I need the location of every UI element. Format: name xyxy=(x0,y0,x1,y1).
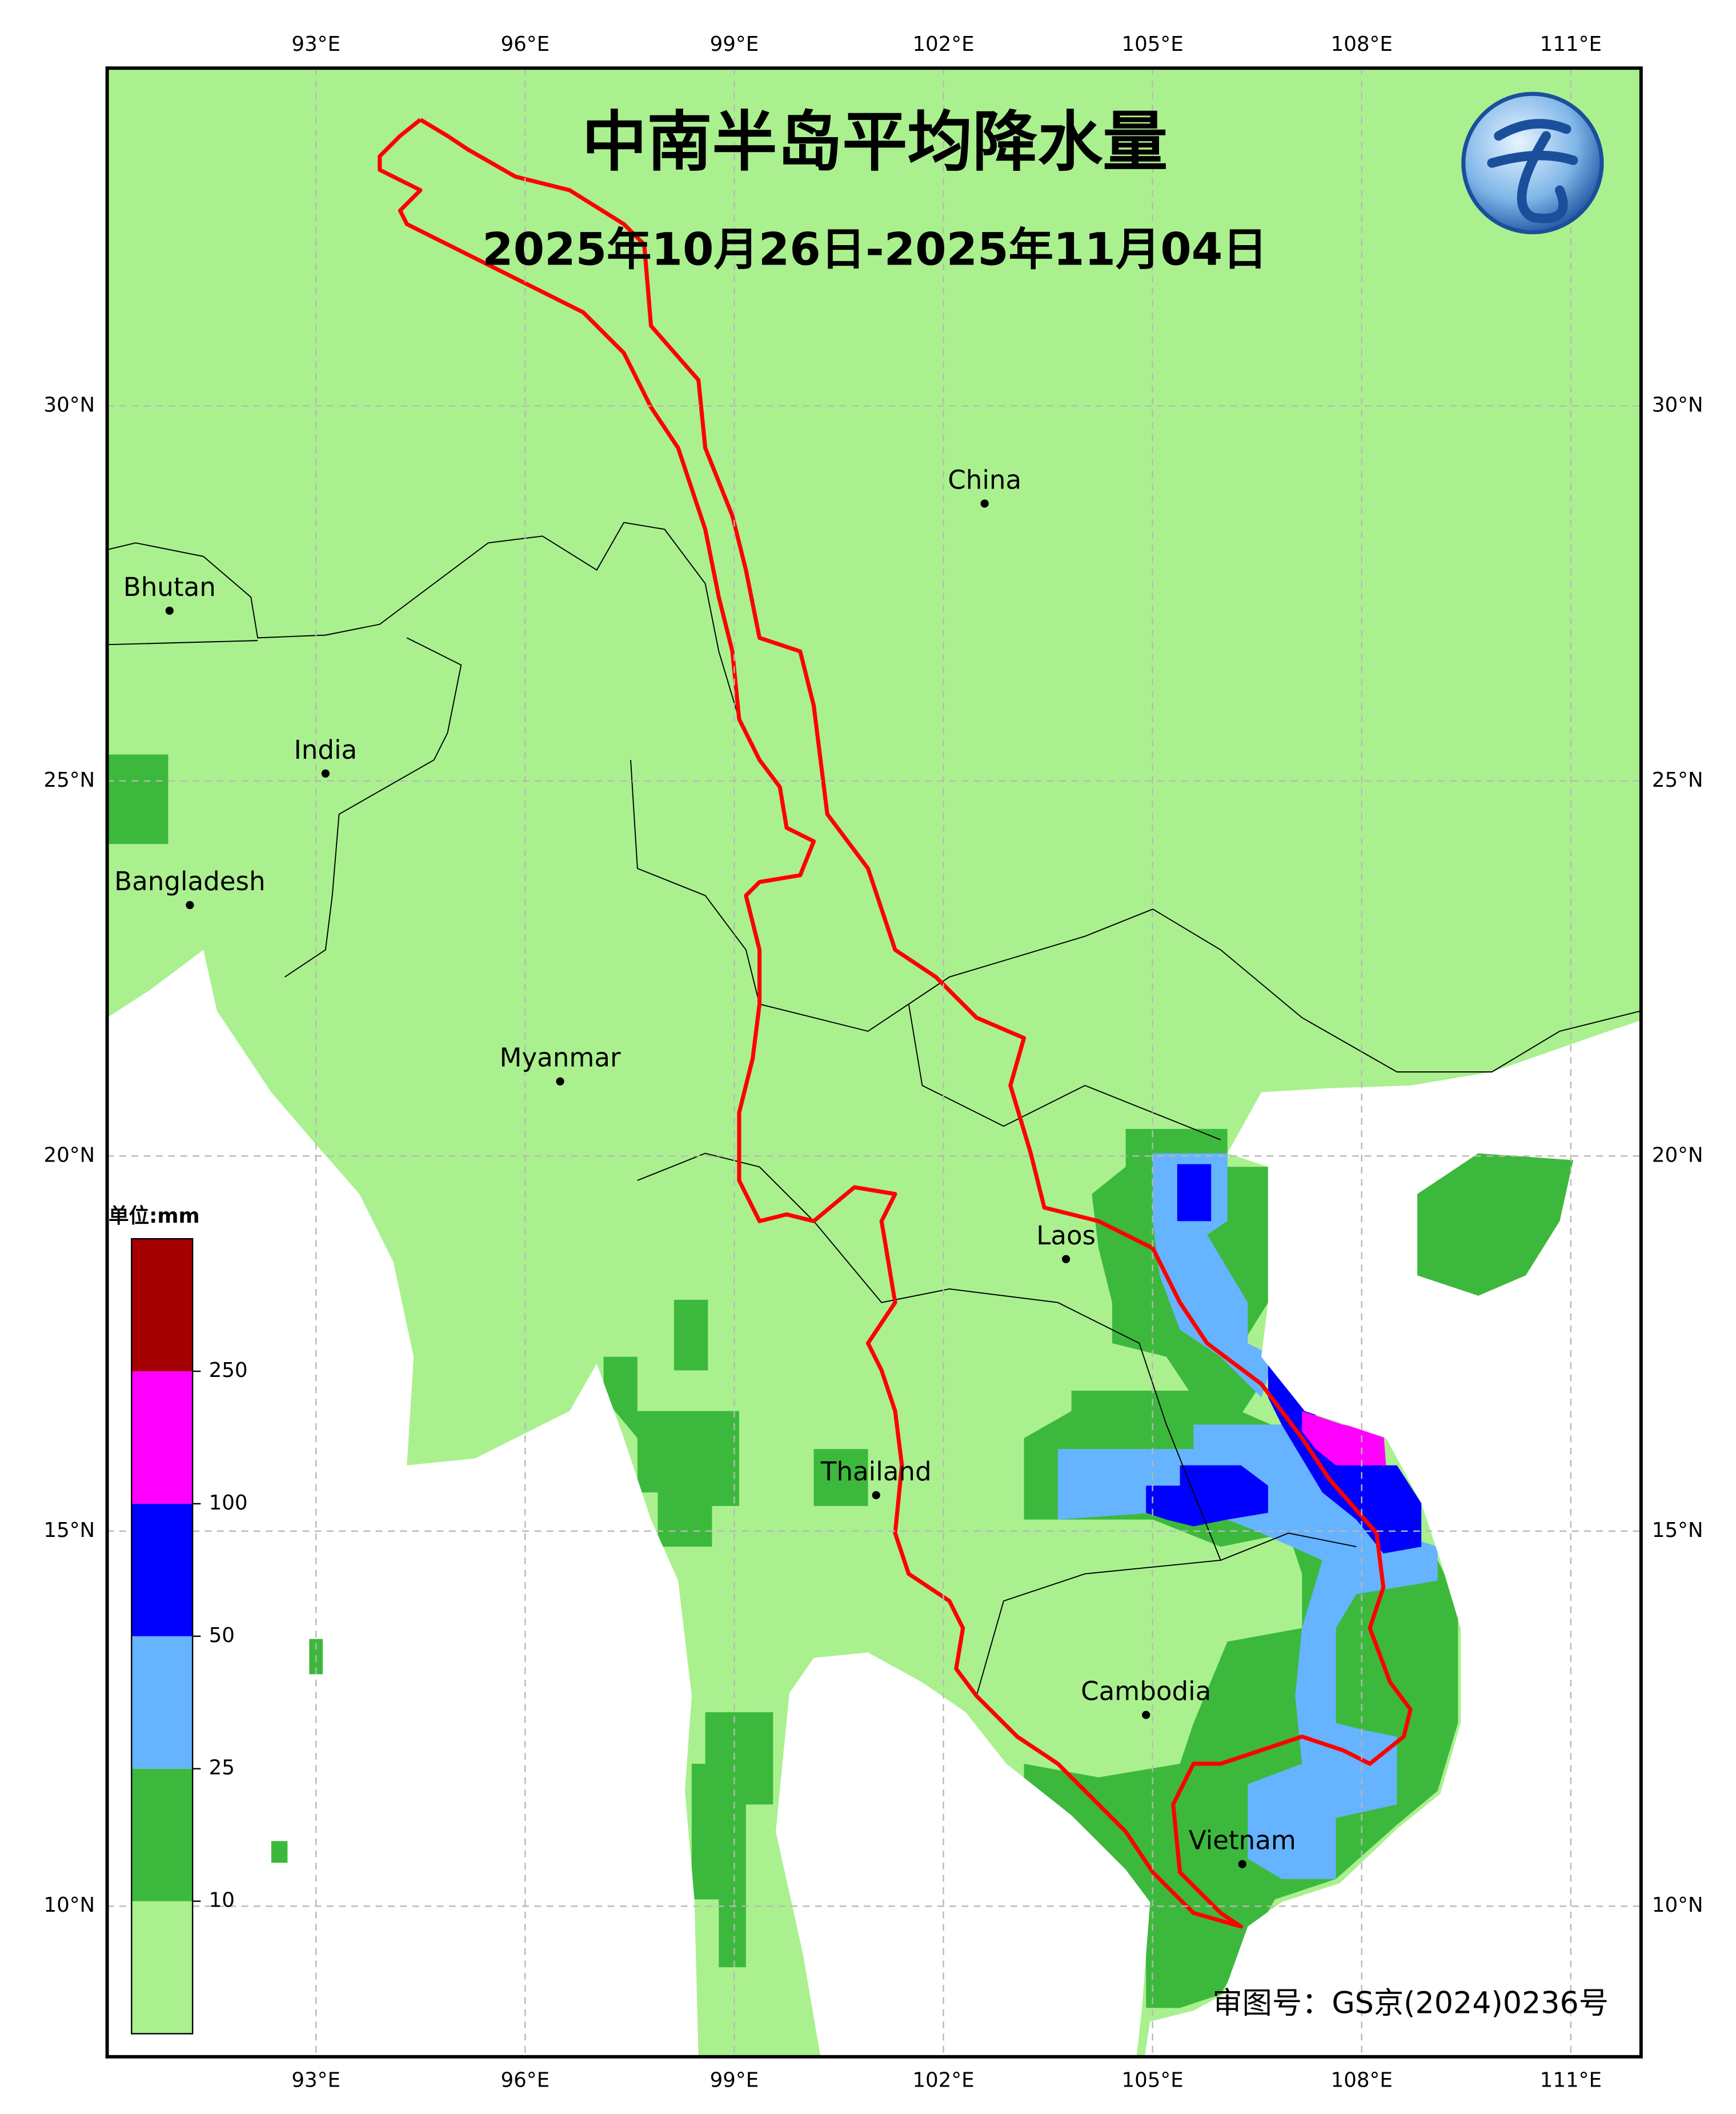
legend-swatch xyxy=(131,1239,193,1372)
graticule xyxy=(107,68,1641,2057)
place-label: Vietnam xyxy=(1189,1825,1296,1856)
place-label: Bangladesh xyxy=(114,866,265,896)
legend-tick-label: 50 xyxy=(209,1624,235,1647)
legend-swatch xyxy=(131,1503,193,1636)
island xyxy=(271,1841,288,1863)
legend-swatch xyxy=(131,1768,193,1901)
legend-unit: 单位:mm xyxy=(109,1204,200,1228)
legend-swatch xyxy=(131,1371,193,1504)
lat-label-right: 20°N xyxy=(1652,1143,1703,1167)
place-dot xyxy=(556,1077,564,1086)
place-label: Thailand xyxy=(820,1456,932,1487)
lon-label-top: 96°E xyxy=(500,33,550,56)
place-dot xyxy=(321,769,330,778)
map-area xyxy=(107,68,1641,2057)
hainan xyxy=(1417,1153,1574,1296)
place-dot xyxy=(872,1491,880,1499)
lon-label-top: 93°E xyxy=(291,33,340,56)
legend-swatch xyxy=(131,1636,193,1769)
map-frame xyxy=(105,66,1643,2059)
lon-label-bottom: 102°E xyxy=(912,2069,974,2092)
mekong-basin-outline xyxy=(378,118,1413,1929)
lon-label-bottom: 99°E xyxy=(710,2069,759,2092)
place-label: China xyxy=(948,465,1021,495)
lat-label-left: 20°N xyxy=(43,1143,95,1167)
lon-label-top: 108°E xyxy=(1331,33,1393,56)
lon-label-bottom: 93°E xyxy=(291,2069,340,2092)
place-dot xyxy=(980,499,989,508)
labels: 93°E 93°E 96°E 96°E 99°E 99°E 102°E 102°E 105°E 1… xyxy=(43,33,1703,2092)
sea xyxy=(107,950,1641,2057)
lon-label-bottom: 105°E xyxy=(1121,2069,1183,2092)
lat-label-left: 10°N xyxy=(43,1893,95,1917)
place-label: Laos xyxy=(1036,1220,1096,1251)
place-label: India xyxy=(294,735,357,765)
legend: 10 25 50 100 250 xyxy=(131,1238,248,2035)
lat-label-right: 30°N xyxy=(1652,393,1703,417)
borders xyxy=(107,522,1641,1696)
lat-label-right: 25°N xyxy=(1652,768,1703,792)
lon-label-bottom: 108°E xyxy=(1331,2069,1393,2092)
place-dot xyxy=(1142,1711,1150,1719)
lat-label-left: 30°N xyxy=(43,393,95,417)
legend-tick-label: 250 xyxy=(209,1359,248,1382)
place-dot xyxy=(165,606,174,615)
lon-label-bottom: 96°E xyxy=(500,2069,550,2092)
lon-label-top: 105°E xyxy=(1121,33,1183,56)
lat-label-right: 15°N xyxy=(1652,1519,1703,1542)
lon-label-top: 99°E xyxy=(710,33,759,56)
place-label: Bhutan xyxy=(123,572,216,602)
lon-label-top: 102°E xyxy=(912,33,974,56)
legend-tick-label: 100 xyxy=(209,1491,248,1515)
place-dot xyxy=(1062,1255,1071,1263)
logo xyxy=(1461,91,1604,235)
lat-label-left: 25°N xyxy=(43,768,95,792)
legend-tick-label: 25 xyxy=(209,1756,235,1780)
legend-swatch xyxy=(131,1901,193,2034)
credit: 审图号：GS京(2024)0236号 xyxy=(1212,1987,1608,2021)
title: 中南半岛平均降水量 xyxy=(582,104,1168,180)
legend-tick-label: 10 xyxy=(209,1889,235,1912)
subtitle: 2025年10月26日-2025年11月04日 xyxy=(482,224,1268,276)
place-dot xyxy=(186,900,194,910)
lat-label-right: 10°N xyxy=(1652,1893,1703,1917)
rain-100-250 xyxy=(1302,1411,1386,1466)
place-dot xyxy=(1238,1860,1246,1868)
place-label: Cambodia xyxy=(1081,1676,1211,1707)
lon-label-bottom: 111°E xyxy=(1540,2069,1602,2092)
lon-label-top: 111°E xyxy=(1540,33,1602,56)
lat-label-left: 15°N xyxy=(43,1519,95,1542)
place-label: Myanmar xyxy=(500,1043,621,1073)
